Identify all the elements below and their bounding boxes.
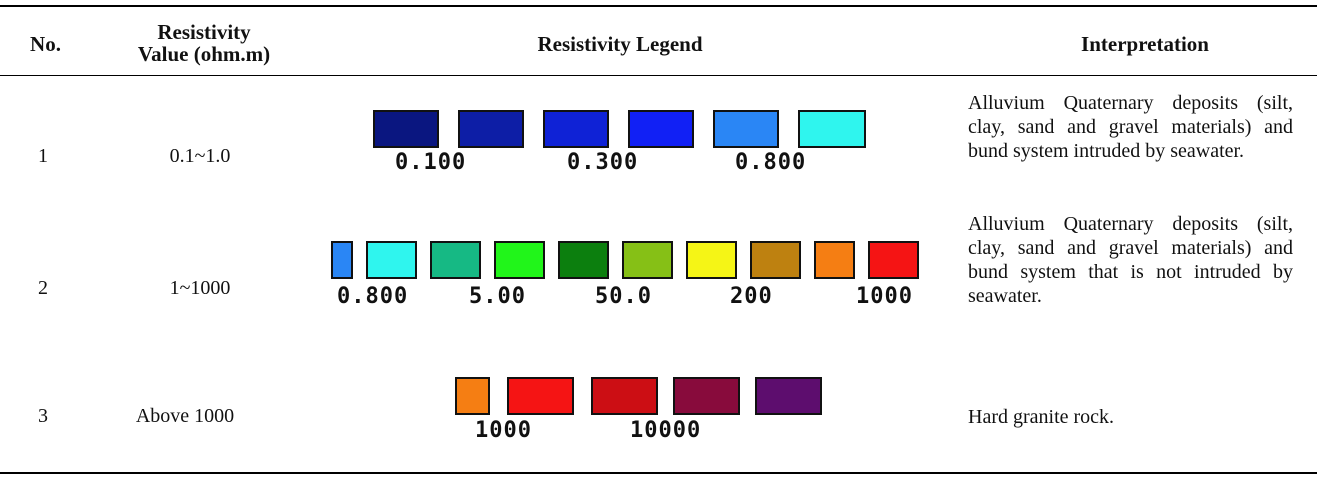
header-interpretation: Interpretation [1081,32,1209,56]
table-bottom-rule [0,472,1317,474]
row-2-swatch-1 [331,241,353,279]
row-2-swatch-4 [494,241,545,279]
row-1-tick-2: 0.300 [567,150,639,175]
header-value: Resistivity Value (ohm.m) [114,21,294,65]
row-3-tick-2: 10000 [630,418,702,443]
row-2-no: 2 [38,277,48,299]
header-value-line1: Resistivity [157,20,251,44]
row-2-swatch-8 [750,241,801,279]
row-2-swatch-2 [366,241,417,279]
header-no: No. [30,32,61,56]
row-3-tick-1: 1000 [475,418,532,443]
row-2-tick-5: 1000 [856,284,913,309]
row-2-swatch-7 [686,241,737,279]
row-3-swatch-5 [755,377,822,415]
header-legend: Resistivity Legend [537,32,703,56]
row-2-tick-1: 0.800 [337,284,409,309]
row-1-swatch-1 [373,110,439,148]
row-3-swatch-1 [455,377,490,415]
row-2-tick-3: 50.0 [595,284,652,309]
row-1-swatch-5 [713,110,779,148]
row-1-no: 1 [38,145,48,167]
row-2-swatch-5 [558,241,609,279]
row-2-swatch-3 [430,241,481,279]
row-3-value: Above 1000 [135,405,235,427]
row-3-swatch-4 [673,377,740,415]
row-3-no: 3 [38,405,48,427]
row-1-swatch-4 [628,110,694,148]
row-2-tick-4: 200 [730,284,773,309]
row-1-tick-1: 0.100 [395,150,467,175]
row-2-swatch-6 [622,241,673,279]
row-1-interpretation: Alluvium Quaternary deposits (silt, clay… [968,92,1293,162]
row-2-tick-2: 5.00 [469,284,526,309]
row-1-swatch-2 [458,110,524,148]
row-3-swatch-2 [507,377,574,415]
row-2-value: 1~1000 [169,277,231,299]
row-2-swatch-9 [814,241,855,279]
row-3-swatch-3 [591,377,658,415]
table-top-rule [0,5,1317,7]
row-3-interpretation: Hard granite rock. [968,406,1115,428]
header-value-line2: Value (ohm.m) [137,42,271,66]
row-1-tick-3: 0.800 [735,150,807,175]
row-2-swatch-10 [868,241,919,279]
row-1-value: 0.1~1.0 [169,145,231,167]
row-1-swatch-6 [798,110,866,148]
row-1-swatch-3 [543,110,609,148]
row-2-interpretation: Alluvium Quaternary deposits (silt, clay… [968,213,1293,307]
table-header-rule [0,75,1317,76]
